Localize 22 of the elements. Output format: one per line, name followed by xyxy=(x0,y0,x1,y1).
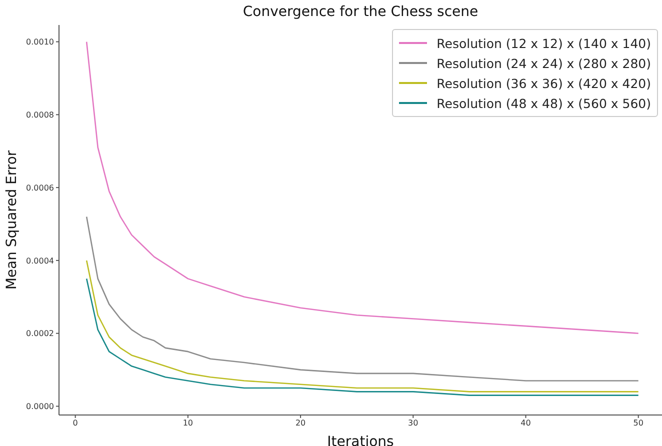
y-tick-label: 0.0004 xyxy=(26,256,54,266)
x-tick-label: 0 xyxy=(72,418,78,428)
legend-label: Resolution (36 x 36) x (420 x 420) xyxy=(436,76,651,90)
x-tick-label: 50 xyxy=(633,418,644,428)
x-axis-title: Iterations xyxy=(327,434,394,446)
legend-label: Resolution (12 x 12) x (140 x 140) xyxy=(436,36,651,50)
y-tick-label: 0.0000 xyxy=(26,402,54,412)
y-tick-label: 0.0006 xyxy=(26,183,54,192)
legend-label: Resolution (48 x 48) x (560 x 560) xyxy=(436,96,651,110)
y-tick-label: 0.0010 xyxy=(26,38,54,47)
legend-label: Resolution (24 x 24) x (280 x 280) xyxy=(436,56,651,70)
y-tick-label: 0.0002 xyxy=(26,329,54,338)
line-series xyxy=(86,278,640,396)
line-series xyxy=(86,260,640,392)
x-tick-label: 40 xyxy=(520,418,531,428)
x-tick-label: 10 xyxy=(182,418,194,428)
y-tick-label: 0.0008 xyxy=(26,110,54,120)
chart-title: Convergence for the Chess scene xyxy=(242,4,480,20)
x-tick-label: 20 xyxy=(295,418,306,428)
y-axis-title: Mean Squared Error xyxy=(4,150,20,290)
line-series xyxy=(86,216,640,382)
x-tick-label: 30 xyxy=(408,418,418,428)
